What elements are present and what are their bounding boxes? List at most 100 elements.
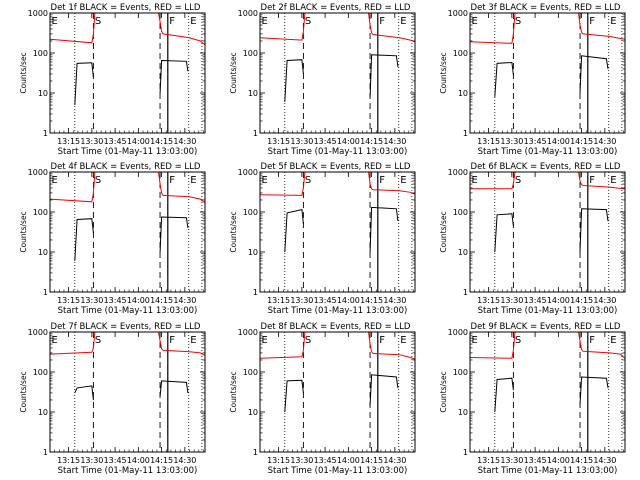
y-axis-label: Counts/sec — [19, 211, 28, 252]
x-tick-label: 13:45 — [104, 456, 127, 465]
x-axis-label: Start Time (01-May-11 13:03:00) — [58, 466, 198, 476]
panel-title: Det 8f BLACK = Events, RED = LLD — [261, 322, 411, 332]
panel-det-2: Det 2f BLACK = Events, RED = LLD E S F E 1 10 1… — [229, 3, 416, 157]
series-events-line — [494, 213, 514, 253]
y-tick-label: 1 — [253, 288, 258, 297]
series-lld-line — [49, 331, 96, 355]
x-tick-label: 13:45 — [314, 137, 337, 146]
marker-letter: E — [610, 175, 616, 186]
series-lld-line — [158, 171, 206, 204]
panel-title: Det 9f BLACK = Events, RED = LLD — [471, 322, 621, 332]
marker-letter: F — [169, 16, 175, 27]
x-tick-label: 14:00 — [337, 137, 360, 146]
series-events-line — [74, 218, 94, 261]
y-tick-label: 1000 — [238, 9, 258, 18]
x-tick-label: 14:15 — [570, 296, 593, 305]
x-tick-label: 13:45 — [314, 296, 337, 305]
series-lld-line — [368, 12, 416, 43]
marker-letter: S — [515, 335, 521, 346]
marker-letter: E — [262, 175, 268, 186]
plot-frame — [49, 171, 206, 293]
x-tick-label: 13:30 — [80, 137, 103, 146]
marker-letter: S — [95, 335, 101, 346]
marker-letter: E — [472, 335, 478, 346]
y-tick-label: 10 — [38, 408, 48, 417]
x-axis-label: Start Time (01-May-11 13:03:00) — [58, 306, 198, 316]
x-tick-label: 14:30 — [593, 137, 616, 146]
marker-letter: F — [169, 335, 175, 346]
x-tick-label: 13:30 — [290, 137, 313, 146]
y-tick-label: 100 — [243, 368, 258, 377]
y-axis-label: Counts/sec — [439, 52, 448, 93]
x-tick-label: 13:15 — [477, 296, 500, 305]
marker-letter: E — [610, 335, 616, 346]
y-axis-label: Counts/sec — [439, 211, 448, 252]
y-tick-label: 100 — [243, 208, 258, 217]
y-tick-label: 1000 — [28, 168, 48, 177]
series-events-line — [159, 216, 189, 253]
y-axis-label: Counts/sec — [229, 371, 238, 412]
x-axis-label: Start Time (01-May-11 13:03:00) — [268, 147, 408, 157]
y-tick-label: 1 — [43, 129, 48, 138]
marker-letter: S — [95, 175, 101, 186]
marker-letter: S — [515, 16, 521, 27]
plot-frame — [259, 331, 416, 453]
marker-letter: E — [190, 335, 196, 346]
marker-letter: E — [262, 16, 268, 27]
series-lld-line — [469, 331, 516, 359]
x-tick-label: 14:30 — [593, 296, 616, 305]
x-tick-label: 14:00 — [337, 296, 360, 305]
y-tick-label: 1000 — [448, 9, 468, 18]
x-tick-label: 14:30 — [383, 456, 406, 465]
plot-frame — [49, 331, 206, 453]
y-tick-label: 100 — [453, 208, 468, 217]
marker-letter: S — [515, 175, 521, 186]
y-tick-label: 1000 — [448, 328, 468, 337]
plot-frame — [49, 12, 206, 134]
y-tick-label: 1 — [463, 288, 468, 297]
y-tick-label: 100 — [453, 368, 468, 377]
y-tick-label: 10 — [38, 248, 48, 257]
series-events-line — [579, 376, 609, 406]
x-tick-label: 14:00 — [337, 456, 360, 465]
series-lld-line — [259, 331, 306, 359]
x-tick-label: 13:30 — [80, 296, 103, 305]
marker-letter: F — [379, 175, 385, 186]
series-events-line — [579, 208, 609, 253]
series-events-line — [284, 208, 304, 253]
x-tick-label: 13:45 — [524, 296, 547, 305]
y-tick-label: 1 — [463, 448, 468, 457]
x-tick-label: 14:15 — [150, 296, 173, 305]
x-tick-label: 14:30 — [173, 296, 196, 305]
x-tick-label: 14:15 — [570, 137, 593, 146]
y-tick-label: 100 — [243, 49, 258, 58]
y-tick-label: 1000 — [28, 9, 48, 18]
plot-frame — [259, 12, 416, 134]
marker-letter: F — [589, 335, 595, 346]
x-tick-label: 13:45 — [104, 137, 127, 146]
x-tick-label: 14:15 — [360, 456, 383, 465]
x-axis-label: Start Time (01-May-11 13:03:00) — [58, 147, 198, 157]
marker-letter: S — [95, 16, 101, 27]
marker-letter: E — [52, 175, 58, 186]
x-axis-label: Start Time (01-May-11 13:03:00) — [478, 466, 618, 476]
y-tick-label: 100 — [33, 49, 48, 58]
x-tick-label: 14:15 — [150, 456, 173, 465]
panel-title: Det 4f BLACK = Events, RED = LLD — [51, 162, 201, 172]
x-tick-label: 14:15 — [360, 296, 383, 305]
y-tick-label: 1 — [463, 129, 468, 138]
series-lld-line — [578, 331, 626, 359]
y-tick-label: 10 — [38, 89, 48, 98]
y-axis-label: Counts/sec — [19, 52, 28, 93]
y-tick-label: 1 — [43, 288, 48, 297]
y-axis-label: Counts/sec — [229, 211, 238, 252]
y-tick-label: 100 — [33, 368, 48, 377]
x-axis-label: Start Time (01-May-11 13:03:00) — [268, 466, 408, 476]
marker-letter: E — [400, 16, 406, 27]
marker-letter: E — [400, 175, 406, 186]
x-tick-label: 13:30 — [80, 456, 103, 465]
x-axis-label: Start Time (01-May-11 13:03:00) — [478, 306, 618, 316]
series-events-line — [494, 377, 514, 413]
